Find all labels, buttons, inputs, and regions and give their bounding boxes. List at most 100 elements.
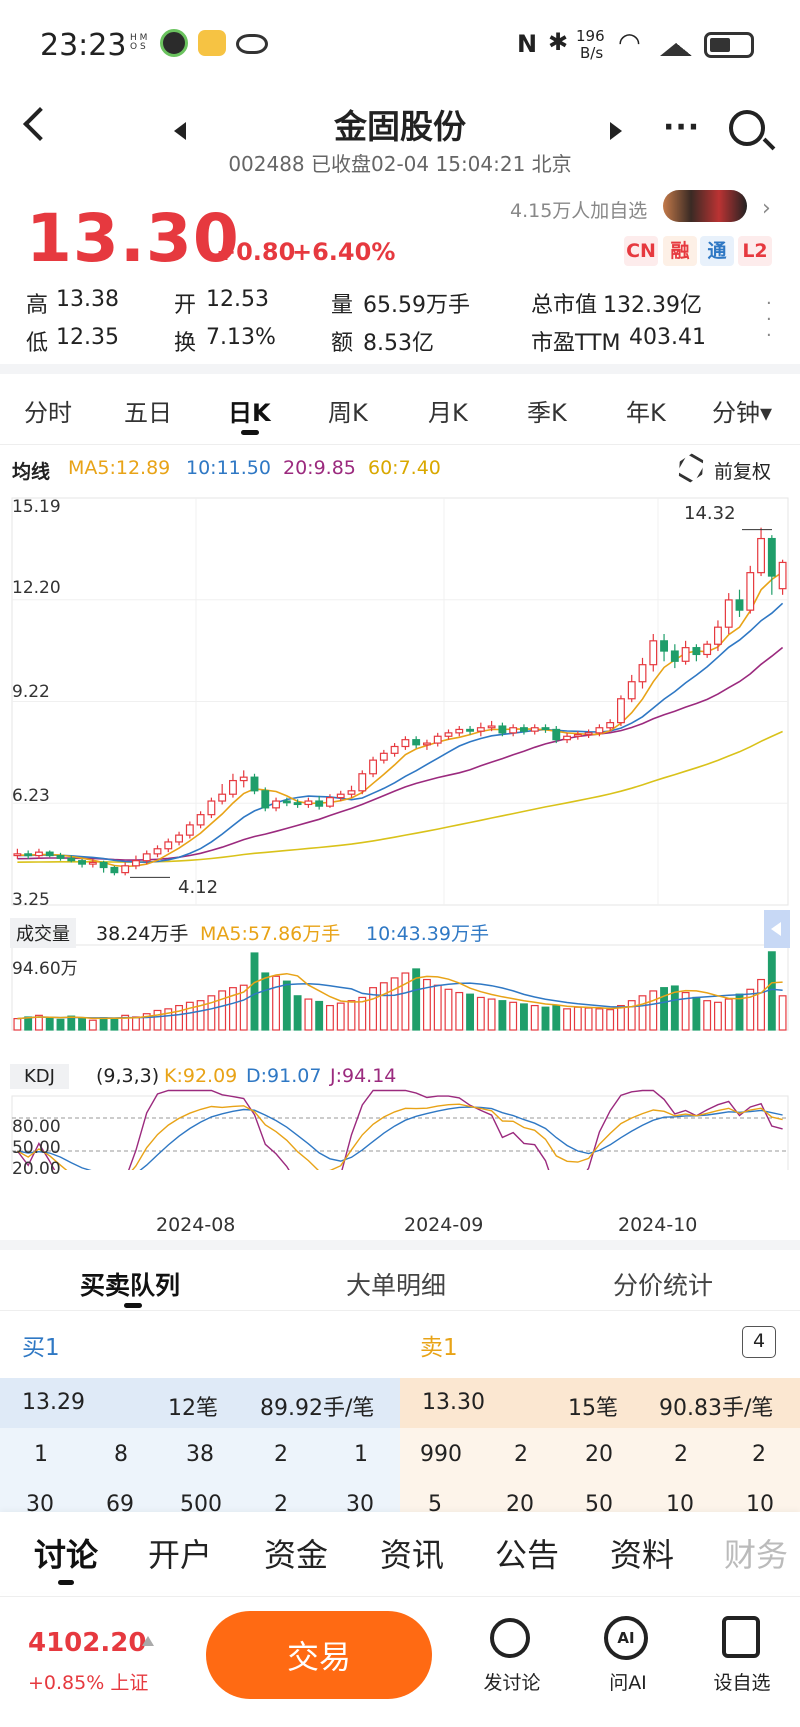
candle [239, 776, 248, 782]
kline-chart[interactable] [0, 490, 800, 1170]
post-discussion-label[interactable]: 发讨论 [483, 1672, 541, 1694]
volume-bar [670, 985, 679, 1031]
kdj-label: KDJ [10, 1064, 69, 1089]
expand-dots-icon[interactable]: · · · [766, 293, 772, 346]
tab-minute[interactable]: 分钟▾ [712, 399, 773, 427]
network-speed-top: 196 [576, 27, 605, 45]
volume-ma5-line [17, 972, 783, 1020]
candle [347, 790, 356, 795]
kdj-d-line [17, 1106, 783, 1170]
price-axis-label: 6.23 [12, 786, 50, 806]
tab-weekly-k[interactable]: 周K [328, 399, 368, 427]
open-label: 开 [174, 293, 197, 318]
volume-bar [239, 984, 248, 1031]
index-change[interactable]: +0.85% 上证 [28, 1672, 149, 1694]
level-count-button[interactable]: 4 [742, 1326, 776, 1358]
nav-tab-news[interactable]: 资讯 [380, 1536, 445, 1574]
ask-ai-label[interactable]: 问AI [609, 1672, 647, 1694]
volume-ma10: 10:43.39万手 [366, 923, 489, 945]
tab-yearly-k[interactable]: 年K [626, 399, 666, 427]
candle [207, 800, 216, 816]
tab-5day[interactable]: 五日 [124, 399, 172, 427]
candle [714, 626, 722, 645]
volume-bar [153, 1009, 162, 1031]
volume-bar [164, 1008, 173, 1031]
volume-bar [229, 987, 237, 1031]
ma5-value: MA5:12.89 [68, 457, 171, 479]
candle [433, 735, 442, 744]
add-watchlist-icon[interactable] [722, 1616, 760, 1658]
candle [703, 643, 712, 656]
candle [45, 851, 54, 857]
adjust-icon[interactable] [673, 450, 709, 486]
volume-bar [444, 988, 453, 1031]
nav-tab-discuss[interactable]: 讨论 [34, 1536, 99, 1574]
candle [369, 759, 377, 775]
nav-tab-finance[interactable]: 财务 [724, 1536, 789, 1574]
adjust-label[interactable]: 前复权 [714, 461, 772, 483]
trade-button[interactable]: 交易 [206, 1611, 432, 1699]
candle [444, 732, 453, 737]
candle [757, 537, 765, 574]
volume-bar [261, 972, 270, 1031]
badge-connect[interactable]: 通 [700, 236, 734, 266]
candle [13, 853, 22, 857]
tab-daily-k[interactable]: 日K [228, 399, 271, 427]
tab-order-queue[interactable]: 买卖队列 [80, 1271, 181, 1300]
prev-stock-icon[interactable] [174, 122, 186, 140]
watch-count[interactable]: 4.15万人加自选 [510, 200, 648, 222]
volume-bar [498, 1000, 507, 1031]
mcap-label: 总市值 [531, 293, 598, 318]
tab-intraday[interactable]: 分时 [24, 399, 72, 427]
ai-icon[interactable]: AI [604, 1616, 648, 1660]
volume-bar [250, 952, 259, 1031]
candle [746, 572, 755, 611]
open-value: 12.53 [206, 287, 269, 312]
post-discussion-icon[interactable] [490, 1618, 530, 1658]
candle [99, 861, 108, 869]
volume-bar [347, 1000, 356, 1031]
nav-tab-account[interactable]: 开户 [148, 1536, 213, 1574]
search-icon[interactable] [729, 110, 765, 146]
tab-quarterly-k[interactable]: 季K [527, 399, 567, 427]
volume-bar [401, 972, 410, 1031]
candle [379, 752, 388, 761]
price-axis-label: 12.20 [12, 578, 61, 598]
chevron-right-icon[interactable]: › [762, 196, 771, 221]
kdj-params: (9,3,3) [96, 1065, 160, 1087]
high-label: 高 [26, 293, 49, 318]
volume-bar [13, 1018, 22, 1031]
watcher-avatars[interactable] [663, 190, 747, 222]
volume-bar [185, 1001, 194, 1031]
collapse-panel-button[interactable] [764, 910, 790, 948]
candle [423, 742, 431, 746]
volume-bar [24, 1016, 33, 1031]
buy-queue-cell: 2 [274, 1442, 288, 1467]
volume-bar [390, 977, 399, 1031]
nav-tab-funds[interactable]: 资金 [264, 1536, 329, 1574]
divider [0, 364, 800, 374]
badge-cn[interactable]: CN [624, 236, 658, 266]
badge-margin[interactable]: 融 [663, 236, 697, 266]
volume-bar [757, 978, 765, 1031]
add-watchlist-label[interactable]: 设自选 [713, 1672, 771, 1694]
sell1-orders: 15笔 [568, 1396, 618, 1421]
volume-bar [476, 996, 485, 1031]
next-stock-icon[interactable] [610, 122, 622, 140]
nav-tab-profile[interactable]: 资料 [610, 1536, 675, 1574]
message-notification-icon [198, 30, 226, 56]
index-value[interactable]: 4102.20 [28, 1628, 147, 1658]
volume-bar [45, 1017, 54, 1031]
tab-large-orders[interactable]: 大单明细 [346, 1271, 447, 1300]
tab-monthly-k[interactable]: 月K [428, 399, 468, 427]
more-icon[interactable]: ··· [663, 110, 701, 145]
candle [541, 727, 550, 731]
tab-price-stats[interactable]: 分价统计 [613, 1271, 714, 1300]
sell1-avg: 90.83手/笔 [659, 1396, 774, 1421]
price-change: +0.80 [216, 238, 296, 266]
kdj-d: D:91.07 [246, 1065, 322, 1087]
nav-tab-announcements[interactable]: 公告 [495, 1536, 560, 1574]
price-axis-label: 3.25 [12, 890, 50, 910]
badge-l2[interactable]: L2 [738, 236, 772, 266]
candle [78, 860, 86, 865]
